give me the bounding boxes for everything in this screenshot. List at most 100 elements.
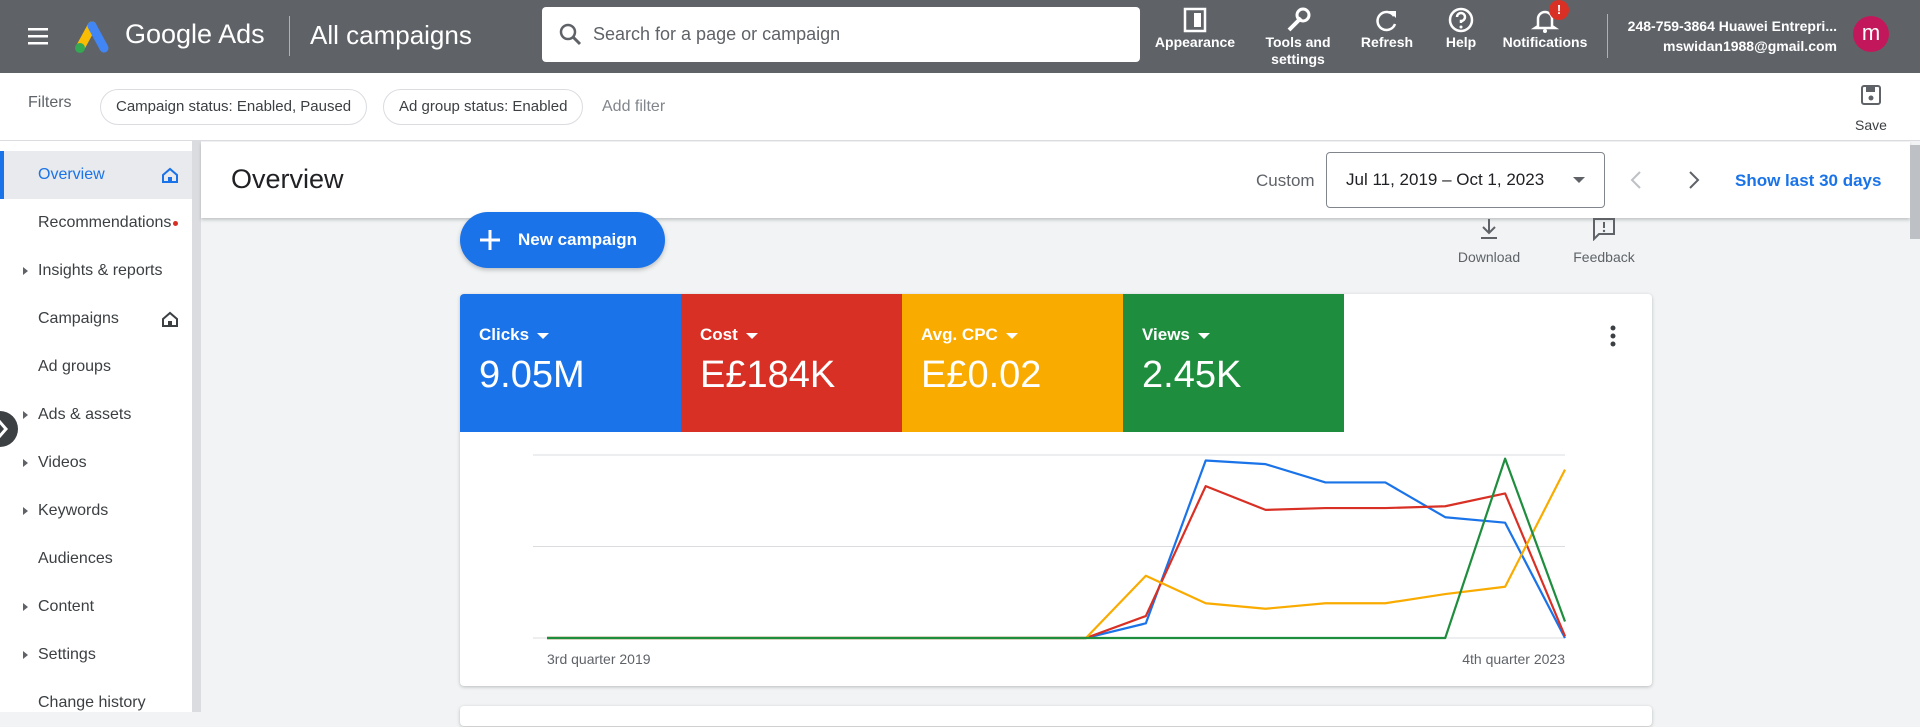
appearance-icon xyxy=(1183,7,1207,33)
date-range-picker[interactable]: Jul 11, 2019 – Oct 1, 2023 xyxy=(1326,152,1605,208)
feedback-label: Feedback xyxy=(1573,249,1635,265)
page-scrollbar xyxy=(1910,145,1920,239)
appearance-button[interactable]: Appearance xyxy=(1140,6,1250,51)
refresh-icon xyxy=(1376,10,1397,32)
series-line xyxy=(547,469,1566,640)
nav-item[interactable]: Campaigns xyxy=(38,310,119,327)
google-ads-logo[interactable] xyxy=(70,18,112,56)
account-info[interactable]: 248-759-3864 Huawei Entrepri... mswidan1… xyxy=(1628,16,1837,56)
scorecard-value: 9.05M xyxy=(479,354,585,396)
x-tick-label: 3rd quarter 2019 xyxy=(547,651,651,667)
expand-arrow xyxy=(23,651,28,659)
filter-chip[interactable]: Campaign status: Enabled, Paused xyxy=(100,89,368,125)
metric-name: Avg. CPC xyxy=(921,325,998,344)
scorecard-value: 2.45K xyxy=(1142,354,1242,396)
nav-item[interactable]: Ad groups xyxy=(38,358,111,375)
expand-arrow xyxy=(23,459,28,467)
help-icon xyxy=(1448,7,1474,33)
side-nav: Overview Recommendations Insights & repo… xyxy=(0,141,192,712)
dropdown-arrow xyxy=(745,332,758,339)
download-button[interactable]: Download xyxy=(1449,217,1529,265)
action-label: Refresh xyxy=(1360,34,1414,50)
collapse-nav-button[interactable] xyxy=(0,410,20,448)
nav-scrollbar xyxy=(192,141,201,712)
product-name: Google Ads xyxy=(125,19,265,49)
feedback-button[interactable]: Feedback xyxy=(1564,217,1644,265)
nav-item[interactable]: Insights & reports xyxy=(38,262,163,279)
nav-item[interactable]: Ads & assets xyxy=(38,406,132,423)
action-label: Notifications xyxy=(1502,34,1588,50)
dropdown-arrow xyxy=(1197,332,1210,339)
expand-arrow xyxy=(23,603,28,611)
new-campaign-button[interactable]: New campaign xyxy=(460,212,665,268)
scorecard[interactable]: Cost E£184K xyxy=(681,294,902,432)
page-header: Overview Custom Jul 11, 2019 – Oct 1, 20… xyxy=(201,142,1910,218)
notifications-button[interactable]: Notifications xyxy=(1490,6,1600,51)
previous-button[interactable] xyxy=(1625,168,1649,192)
action-label: Appearance xyxy=(1154,34,1236,50)
nav-item[interactable]: Settings xyxy=(38,646,96,663)
action-label: Tools and settings xyxy=(1265,34,1331,67)
home-icon xyxy=(162,167,178,183)
nav-item[interactable]: Audiences xyxy=(38,550,113,567)
nav-item[interactable]: Change history xyxy=(38,694,146,711)
expand-arrow xyxy=(23,411,28,419)
series-line xyxy=(547,459,1566,640)
nav-item[interactable]: Overview xyxy=(0,151,192,199)
next-button[interactable] xyxy=(1681,168,1705,192)
nav-item[interactable]: Content xyxy=(38,598,95,615)
alert-dot xyxy=(173,221,178,226)
scorecard[interactable]: Clicks 9.05M xyxy=(460,294,681,432)
next-card xyxy=(460,706,1652,726)
menu-button[interactable] xyxy=(26,24,50,48)
action-label: Help xyxy=(1445,34,1477,50)
account-email: mswidan1988@gmail.com xyxy=(1663,38,1837,54)
dropdown-arrow xyxy=(537,332,550,339)
dropdown-arrow xyxy=(1573,177,1585,183)
account-id: 248-759-3864 Huawei Entrepri... xyxy=(1627,18,1837,34)
performance-card: 3rd quarter 2019 4th quarter 2023 Clicks 9… xyxy=(460,294,1652,686)
scorecard[interactable]: Avg. CPC E£0.02 xyxy=(902,294,1123,432)
scorecard-label: Clicks xyxy=(479,325,550,345)
scorecard-label: Cost xyxy=(700,325,758,345)
avatar[interactable]: m xyxy=(1853,16,1889,52)
save-icon xyxy=(1861,85,1881,105)
filter-chip[interactable]: Ad group status: Enabled xyxy=(383,89,584,125)
metric-name: Cost xyxy=(700,325,738,344)
download-label: Download xyxy=(1457,249,1521,265)
scorecard-label: Avg. CPC xyxy=(921,325,1018,345)
feedback-icon xyxy=(1593,218,1615,242)
refresh-button[interactable]: Refresh xyxy=(1332,6,1442,51)
expand-arrow xyxy=(23,507,28,515)
top-bar: Google Ads All campaigns Search for a pa… xyxy=(0,0,1920,73)
new-campaign-label: New campaign xyxy=(518,230,638,249)
divider xyxy=(289,16,290,56)
more-options-button[interactable] xyxy=(1605,324,1621,348)
metric-name: Clicks xyxy=(479,325,530,344)
series-line xyxy=(547,485,1567,640)
x-tick-label: 4th quarter 2023 xyxy=(1462,651,1565,667)
tools-button[interactable]: Tools and settings xyxy=(1243,6,1353,68)
filters-label: Filters xyxy=(28,94,72,111)
scorecard[interactable]: Views 2.45K xyxy=(1123,294,1344,432)
save-label: Save xyxy=(1855,117,1887,133)
nav-item[interactable]: Keywords xyxy=(38,502,109,519)
show-last-link[interactable]: Show last 30 days xyxy=(1735,171,1882,190)
download-icon xyxy=(1481,219,1497,239)
help-button[interactable]: Help xyxy=(1406,6,1516,51)
search-box[interactable]: Search for a page or campaign xyxy=(542,7,1140,62)
range-label: Custom xyxy=(1256,171,1315,190)
nav-item[interactable]: Videos xyxy=(38,454,87,471)
expand-arrow xyxy=(23,267,28,275)
notifications-icon xyxy=(1530,10,1560,33)
home-icon xyxy=(162,311,178,327)
notification-badge: ! xyxy=(1549,0,1569,20)
nav-item[interactable]: Recommendations xyxy=(38,214,172,231)
date-range: Jul 11, 2019 – Oct 1, 2023 xyxy=(1346,170,1545,189)
add-filter[interactable]: Add filter xyxy=(602,98,666,115)
plus-icon xyxy=(480,230,500,250)
save-button[interactable]: Save xyxy=(1841,83,1901,133)
scorecard-value: E£0.02 xyxy=(921,354,1042,396)
divider xyxy=(1607,14,1608,58)
